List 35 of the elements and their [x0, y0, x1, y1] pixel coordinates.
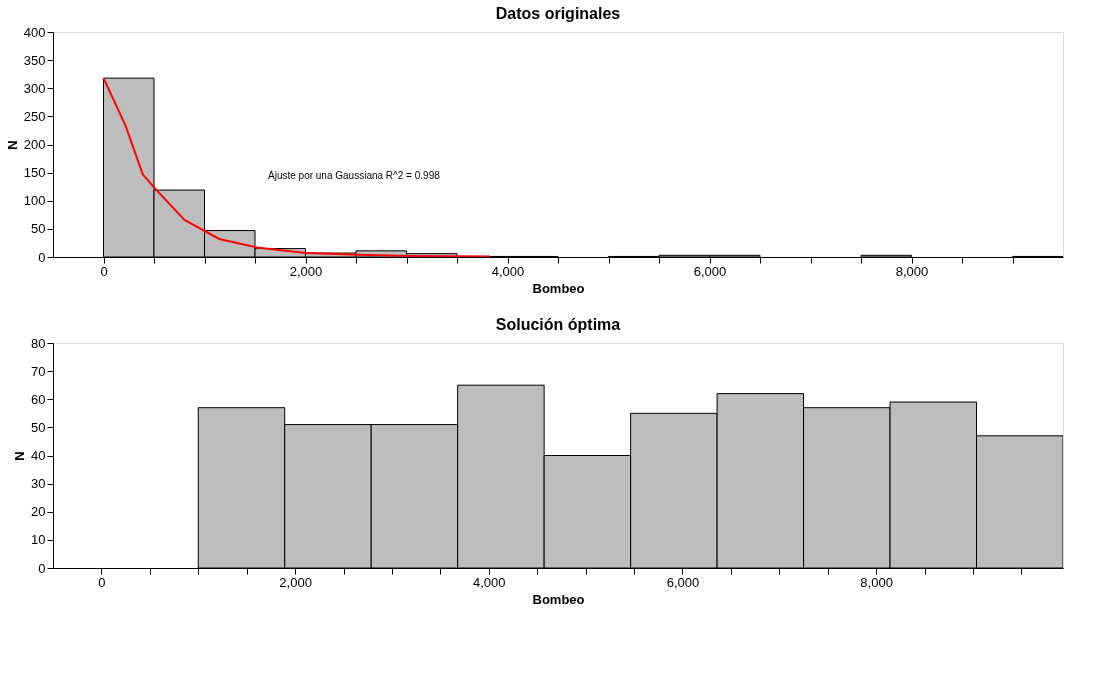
y-tick-label: 80	[31, 335, 46, 351]
x-tick-label: 8,000	[895, 263, 929, 279]
x-tick-label: 0	[98, 574, 106, 590]
x-tick-label: 8,000	[860, 574, 893, 590]
y-tick-label: 0	[38, 249, 46, 265]
y-tick-label: 30	[31, 476, 46, 492]
x-tick-label: 0	[100, 263, 108, 279]
y-tick-label: 300	[23, 80, 46, 96]
x-axis-title: Bombeo	[532, 280, 585, 296]
y-tick-label: 250	[23, 108, 46, 124]
x-tick-label: 2,000	[279, 574, 312, 590]
x-tick-label: 6,000	[693, 263, 727, 279]
x-tick-label: 4,000	[491, 263, 525, 279]
chart-title: Datos originales	[495, 5, 621, 22]
chart-title: Solución óptima	[495, 316, 621, 333]
y-tick-label: 60	[31, 391, 46, 407]
y-tick-label: 400	[23, 24, 46, 40]
y-tick-label: 100	[23, 193, 46, 209]
y-tick-label: 20	[31, 504, 46, 520]
y-tick-label: 70	[31, 363, 46, 379]
y-tick-label: 50	[31, 221, 46, 237]
annotation: Ajuste por una Gaussiana R^2 = 0.998	[268, 170, 441, 181]
y-tick-label: 10	[31, 532, 46, 548]
y-tick-label: 350	[23, 52, 46, 68]
y-tick-label: 200	[23, 137, 46, 152]
x-tick-label: 4,000	[472, 574, 506, 590]
x-tick-label: 6,000	[666, 574, 700, 590]
y-tick-label: 40	[31, 448, 46, 463]
y-tick-label: 150	[23, 165, 46, 181]
y-tick-label: 0	[38, 560, 46, 576]
y-axis-title: N	[12, 451, 28, 461]
y-axis-title: N	[4, 140, 20, 150]
y-tick-label: 50	[31, 419, 46, 435]
x-tick-label: 2,000	[289, 263, 323, 279]
x-axis-title: Bombeo	[532, 591, 585, 607]
